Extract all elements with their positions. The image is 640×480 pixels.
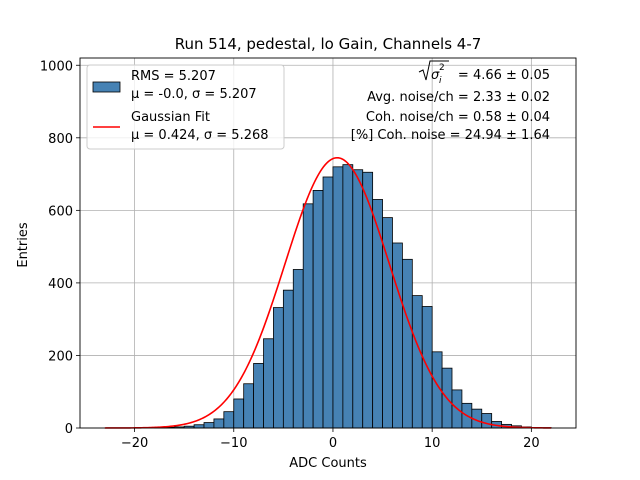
y-tick-label: 1000 (40, 59, 73, 74)
x-tick-label: 10 (424, 436, 441, 451)
histogram-bar (243, 383, 254, 429)
histogram-bars (153, 164, 552, 429)
y-tick-label: 200 (48, 349, 73, 364)
histogram-bar (233, 398, 245, 429)
legend-fit-label: Gaussian Fit (131, 110, 210, 125)
histogram-bar (193, 424, 205, 429)
histogram-bar (263, 338, 274, 429)
x-tick-label: −10 (220, 436, 247, 451)
histogram-bar (292, 269, 304, 429)
histogram-bar (401, 258, 413, 429)
legend-rms-label: RMS = 5.207 (131, 69, 216, 84)
histogram-bar (481, 413, 493, 429)
histogram-bar (273, 307, 284, 429)
annotation-sqrt-sigma-value: = 4.66 ± 0.05 (458, 68, 550, 83)
histogram-bar (392, 242, 403, 429)
histogram-bar (352, 169, 364, 429)
x-tick-label: 0 (329, 436, 337, 451)
x-axis-label: ADC Counts (289, 456, 367, 471)
legend-fit-stats: μ = 0.424, σ = 5.268 (131, 128, 269, 143)
annotation-coh-noise-percent: [%] Coh. noise = 24.94 ± 1.64 (351, 128, 550, 143)
histogram-bar (342, 164, 354, 429)
histogram-bar (253, 363, 264, 429)
legend-frame (86, 64, 285, 150)
svg-text:2: 2 (439, 63, 445, 73)
sqrt-sigma-symbol: σ i 2 (418, 60, 449, 86)
x-axis-ticks: −20 −10 0 10 20 (121, 428, 540, 451)
annotation-coh-noise: Coh. noise/ch = 0.58 ± 0.04 (366, 110, 550, 125)
gaussian-fit-curve (104, 156, 552, 429)
histogram-bar (302, 203, 314, 429)
x-tick-label: −20 (121, 436, 148, 451)
noise-annotations: σ i 2 = 4.66 ± 0.05 Avg. noise/ch = 2.33… (351, 60, 550, 143)
histogram-bar (411, 295, 423, 429)
plot-frame (79, 57, 577, 429)
histogram-bar (223, 411, 235, 429)
legend-histogram-stats: μ = -0.0, σ = 5.207 (131, 87, 257, 102)
y-tick-label: 0 (65, 422, 73, 437)
y-tick-label: 400 (48, 277, 73, 292)
histogram-bar (332, 166, 344, 429)
y-tick-label: 600 (48, 204, 73, 219)
svg-text:i: i (439, 76, 442, 86)
y-axis-ticks: 0 200 400 600 800 1000 (40, 59, 80, 437)
histogram-bar (282, 289, 294, 429)
y-axis-label: Entries (16, 222, 31, 268)
histogram-bar (213, 418, 225, 429)
chart-title: Run 514, pedestal, lo Gain, Channels 4-7 (175, 35, 482, 53)
y-tick-label: 800 (48, 132, 73, 147)
histogram-bar (203, 422, 215, 429)
histogram-bar (322, 176, 334, 429)
legend-patch-histogram (92, 81, 121, 93)
legend: RMS = 5.207 μ = -0.0, σ = 5.207 Gaussian… (86, 64, 285, 150)
x-tick-label: 20 (523, 436, 540, 451)
histogram-bar (372, 199, 383, 429)
histogram-bar (312, 190, 324, 429)
svg-text:σ: σ (431, 68, 440, 83)
annotation-avg-noise: Avg. noise/ch = 2.33 ± 0.02 (367, 90, 550, 105)
